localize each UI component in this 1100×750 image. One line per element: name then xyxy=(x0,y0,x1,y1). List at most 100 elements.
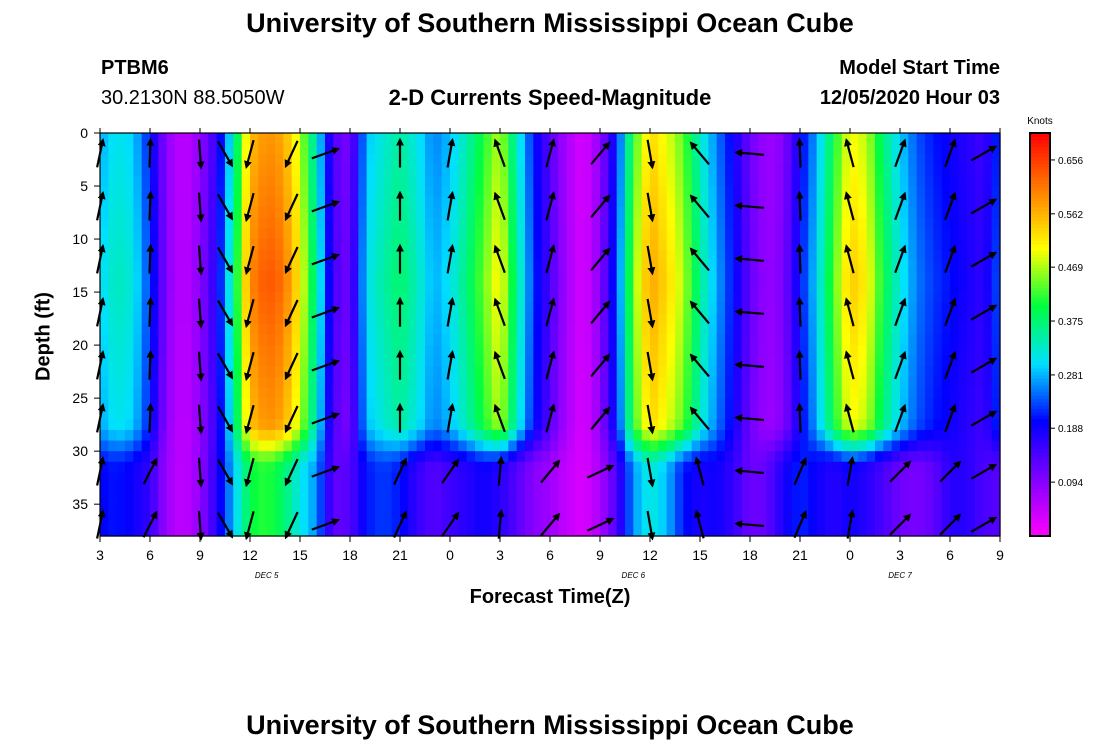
heat-cell xyxy=(266,334,276,346)
heat-cell xyxy=(408,451,418,463)
heat-cell xyxy=(508,260,518,272)
heat-cell xyxy=(258,398,268,410)
heat-cell xyxy=(566,239,576,251)
heat-cell xyxy=(166,239,176,251)
heat-cell xyxy=(100,249,109,261)
heat-cell xyxy=(350,525,359,537)
heat-cell xyxy=(775,440,784,452)
heat-cell xyxy=(258,387,268,399)
heat-cell xyxy=(408,217,418,230)
heat-cell xyxy=(208,429,218,442)
heat-cell xyxy=(258,313,268,325)
heat-cell xyxy=(308,376,318,389)
heat-cell xyxy=(441,270,451,283)
heat-cell xyxy=(116,323,126,336)
heat-cell xyxy=(483,196,493,208)
heat-cell xyxy=(816,281,826,293)
heat-cell xyxy=(841,482,851,495)
heat-cell xyxy=(708,525,718,537)
heat-cell xyxy=(658,260,668,272)
heat-cell xyxy=(808,461,818,473)
heat-cell xyxy=(783,334,793,346)
heat-cell xyxy=(233,175,243,187)
heat-cell xyxy=(125,260,134,272)
heat-cell xyxy=(358,482,368,495)
heat-cell xyxy=(425,239,434,251)
heat-cell xyxy=(166,376,176,389)
heat-cell xyxy=(366,186,376,198)
heat-cell xyxy=(858,239,868,251)
heat-cell xyxy=(375,366,384,378)
heat-cell xyxy=(616,408,626,420)
heat-cell xyxy=(808,472,818,484)
heat-cell xyxy=(208,270,218,283)
heat-cell xyxy=(408,482,418,495)
heat-cell xyxy=(125,154,134,166)
heat-cell xyxy=(533,228,543,240)
heat-cell xyxy=(266,133,276,145)
heat-cell xyxy=(841,514,851,526)
heat-cell xyxy=(991,504,1001,516)
heat-cell xyxy=(433,239,443,251)
heat-cell xyxy=(158,249,168,261)
heat-cell xyxy=(900,376,909,389)
heat-cell xyxy=(216,482,226,495)
heat-cell xyxy=(933,154,943,166)
heat-cell xyxy=(258,302,268,314)
heat-cell xyxy=(891,440,901,452)
heat-cell xyxy=(641,292,651,304)
heat-cell xyxy=(825,154,834,166)
heat-cell xyxy=(591,249,601,261)
heat-cell xyxy=(841,196,851,208)
heat-cell xyxy=(375,228,384,240)
heat-cell xyxy=(250,345,259,357)
heat-cell xyxy=(458,376,468,389)
heat-cell xyxy=(216,451,226,463)
heat-cell xyxy=(225,217,234,230)
heat-cell xyxy=(975,451,984,463)
heat-cell xyxy=(183,249,193,261)
heat-cell xyxy=(591,292,601,304)
heat-cell xyxy=(791,334,801,346)
heat-cell xyxy=(458,217,468,230)
heat-cell xyxy=(766,313,776,325)
heat-cell xyxy=(675,217,684,230)
heat-cell xyxy=(883,133,893,145)
heat-cell xyxy=(625,504,634,516)
current-vector-arrow xyxy=(894,297,907,327)
heat-cell xyxy=(616,525,626,537)
heat-cell xyxy=(925,419,934,431)
heat-cell xyxy=(450,429,459,442)
heat-cell xyxy=(441,504,451,516)
heat-cell xyxy=(566,186,576,198)
heat-cell xyxy=(775,164,784,177)
heat-cell xyxy=(150,419,159,431)
heat-cell xyxy=(616,440,626,452)
heat-cell xyxy=(808,249,818,261)
heat-cell xyxy=(725,175,734,187)
heat-cell xyxy=(483,398,493,410)
heat-cell xyxy=(575,143,584,155)
heat-cell xyxy=(500,440,509,452)
heat-cell xyxy=(833,525,843,537)
heat-cell xyxy=(633,133,643,145)
heat-cell xyxy=(941,175,951,187)
heat-cell xyxy=(725,345,734,357)
heat-cell xyxy=(566,429,576,442)
heat-cell xyxy=(991,281,1001,293)
current-vector-arrow xyxy=(646,192,656,223)
heat-cell xyxy=(450,334,459,346)
heat-cell xyxy=(933,270,943,283)
heat-cell xyxy=(200,133,209,145)
heat-cell xyxy=(900,429,909,442)
heat-cell xyxy=(175,217,184,230)
heat-cell xyxy=(333,345,343,357)
heat-cell xyxy=(708,429,718,442)
heat-cell xyxy=(733,493,743,505)
heat-cell xyxy=(116,355,126,367)
heat-cell xyxy=(100,207,109,219)
heat-cell xyxy=(566,207,576,219)
heat-cell xyxy=(816,525,826,537)
heat-cell xyxy=(191,260,201,272)
heat-cell xyxy=(141,292,151,304)
